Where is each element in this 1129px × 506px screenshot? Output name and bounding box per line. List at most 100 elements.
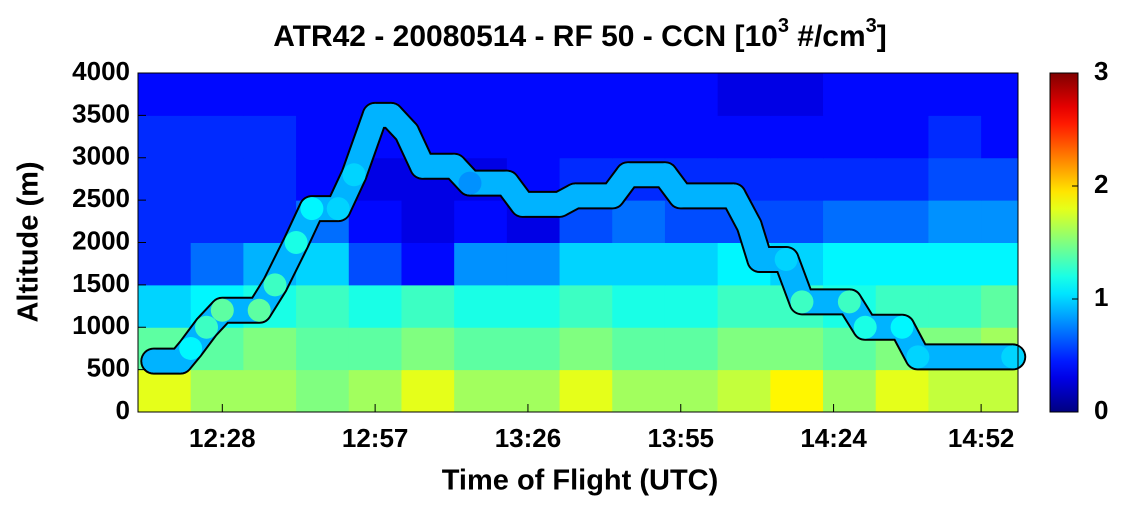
track-point — [395, 120, 419, 144]
title-part: #/cm — [789, 20, 866, 53]
heat-cell — [875, 157, 929, 201]
heat-cell — [612, 200, 666, 243]
heat-cell — [138, 369, 192, 413]
chart-title: ATR42 - 20080514 - RF 50 - CCN [103 #/cm… — [273, 15, 887, 53]
heat-cell — [506, 369, 561, 413]
heat-cell — [612, 327, 666, 371]
heat-cell — [348, 242, 402, 286]
track-point — [669, 184, 693, 208]
heat-cell — [981, 115, 1019, 159]
track-point — [342, 163, 366, 187]
colorbar-tick-label: 0 — [1094, 395, 1108, 425]
heat-cell — [138, 242, 192, 286]
heat-cell — [506, 242, 561, 286]
track-point — [458, 171, 482, 195]
heat-cell — [559, 369, 613, 413]
heat-cell — [190, 369, 244, 413]
heat-cell — [928, 115, 982, 159]
heat-cell — [823, 115, 877, 159]
heat-cell — [138, 115, 192, 159]
heat-cell — [243, 157, 297, 201]
heat-cell — [190, 115, 244, 159]
track-point — [411, 154, 435, 178]
track-point — [748, 247, 772, 271]
heat-cell — [875, 200, 929, 243]
heat-cell — [296, 115, 350, 159]
heat-cell — [296, 327, 350, 371]
y-tick-label: 500 — [87, 353, 130, 383]
track-point — [1001, 345, 1025, 369]
heat-cell — [190, 157, 244, 201]
y-tick-label: 3500 — [72, 98, 130, 128]
heat-cell — [664, 327, 719, 371]
heat-cell — [559, 242, 613, 286]
track-point — [890, 315, 914, 339]
heat-cell — [243, 327, 297, 371]
heat-cell — [559, 284, 613, 328]
heat-cell — [296, 284, 350, 328]
heat-cell — [928, 284, 982, 328]
heat-cell — [981, 200, 1019, 243]
y-tick-label: 3000 — [72, 141, 130, 171]
heat-cell — [664, 369, 719, 413]
heat-cell — [296, 369, 350, 413]
heat-cell — [770, 157, 824, 201]
heat-cell — [454, 115, 508, 159]
heat-cell — [454, 284, 508, 328]
y-tick-label: 0 — [116, 395, 130, 425]
title-superscript: 3 — [866, 15, 877, 37]
track-point — [600, 184, 624, 208]
heat-cell — [506, 284, 561, 328]
heat-cell — [138, 73, 192, 116]
x-tick-label: 14:52 — [948, 423, 1015, 453]
track-point — [247, 298, 271, 322]
heat-cell — [190, 200, 244, 243]
heat-cell — [190, 242, 244, 286]
heat-cell — [401, 242, 455, 286]
heat-cell — [981, 157, 1019, 201]
axes: 0 500 1000 1500 2000 2500 3000 3500 4000 12:28 12:… — [72, 56, 1108, 453]
heat-cell — [823, 369, 877, 413]
heat-cell — [559, 73, 613, 116]
heat-cell — [717, 115, 771, 159]
x-tick-label: 13:26 — [495, 423, 562, 453]
heat-cell — [717, 369, 771, 413]
heat-cell — [981, 242, 1019, 286]
y-tick-label: 1500 — [72, 268, 130, 298]
x-tick-label: 13:55 — [648, 423, 715, 453]
flight-track — [140, 101, 1027, 375]
track-point — [774, 247, 798, 271]
track-point — [837, 290, 861, 314]
heat-cell — [138, 157, 192, 201]
track-point — [511, 192, 535, 216]
heat-cell — [664, 115, 719, 159]
heat-cell — [454, 73, 508, 116]
track-point — [790, 290, 814, 314]
heat-cell — [243, 115, 297, 159]
heat-cell — [770, 115, 824, 159]
heat-cell — [401, 73, 455, 116]
heatmap — [138, 73, 1019, 413]
heat-cell — [138, 284, 192, 328]
heat-cell — [981, 284, 1019, 328]
colorbar-tick-label: 2 — [1094, 169, 1108, 199]
heat-cell — [928, 157, 982, 201]
x-tick-label: 12:28 — [189, 423, 256, 453]
heat-cell — [770, 73, 824, 116]
y-tick-label: 4000 — [72, 56, 130, 86]
heat-cell — [243, 369, 297, 413]
heat-cell — [401, 284, 455, 328]
heat-cell — [928, 242, 982, 286]
track-point — [653, 163, 677, 187]
heat-cell — [138, 200, 192, 243]
heat-cell — [612, 115, 666, 159]
heat-cell — [506, 115, 561, 159]
track-point — [495, 171, 519, 195]
title-superscript: 3 — [778, 15, 789, 37]
track-point — [142, 349, 166, 373]
heat-cell — [928, 73, 982, 116]
heat-cell — [664, 242, 719, 286]
heat-cell — [348, 200, 402, 243]
heat-cell — [717, 73, 771, 116]
heat-cell — [875, 73, 929, 116]
